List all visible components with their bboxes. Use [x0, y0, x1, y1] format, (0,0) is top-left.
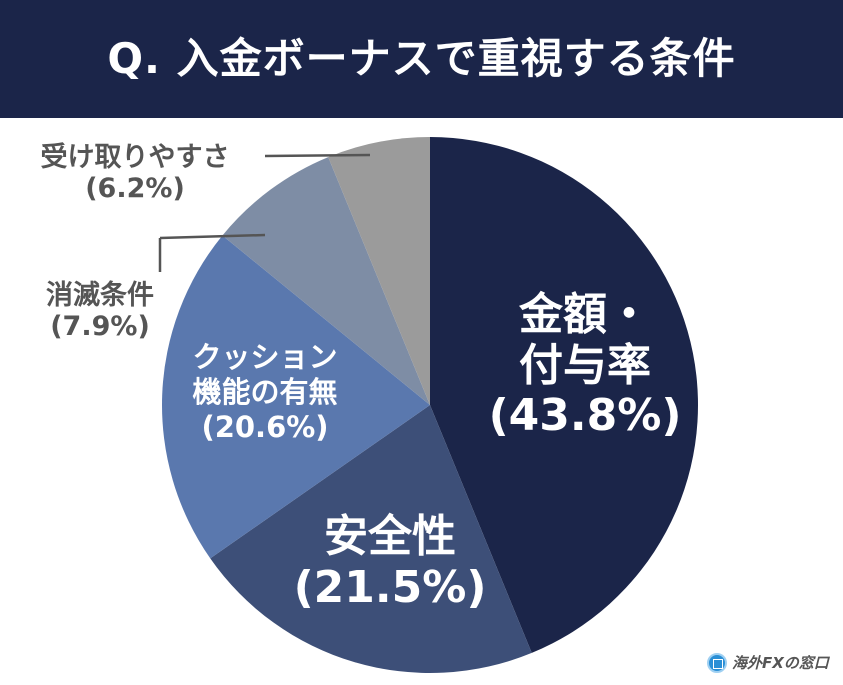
pie-slice-0 — [430, 137, 699, 653]
label-line: 受け取りやすさ — [40, 142, 230, 173]
title-banner — [0, 0, 843, 118]
slice-label-cushion: クッション 機能の有無 (20.6%) — [160, 340, 370, 444]
percent-label: (7.9%) — [50, 311, 150, 343]
brand-logo: 海外FXの窓口 — [707, 652, 829, 673]
label-line: 安全性 — [324, 511, 456, 562]
logo-text: 海外FXの窓口 — [732, 654, 829, 672]
slice-label-ease: 受け取りやすさ (6.2%) — [10, 142, 260, 204]
pie-slice-1 — [210, 405, 532, 673]
percent-label: (43.8%) — [488, 390, 682, 442]
leader-line — [159, 233, 266, 240]
chart-title: Q. 入金ボーナスで重視する条件 — [107, 34, 736, 83]
logo-icon — [707, 652, 727, 673]
slice-label-safety: 安全性 (21.5%) — [290, 511, 490, 613]
label-line: クッション — [192, 340, 338, 374]
label-line: 機能の有無 — [192, 374, 338, 409]
slice-label-expiry: 消滅条件 (7.9%) — [20, 280, 180, 342]
pie-slice-2 — [161, 235, 430, 559]
slice-label-amount: 金額・付与率 (43.8%) — [470, 289, 700, 442]
percent-label: (6.2%) — [85, 173, 185, 205]
pie-slice-4 — [328, 137, 430, 405]
label-text: 金額・付与率 — [519, 289, 651, 391]
leader-line — [264, 153, 371, 158]
pie-slice-3 — [222, 157, 430, 405]
percent-label: (21.5%) — [293, 561, 487, 613]
percent-label: (20.6%) — [201, 409, 329, 444]
label-line: 消滅条件 — [46, 280, 154, 311]
